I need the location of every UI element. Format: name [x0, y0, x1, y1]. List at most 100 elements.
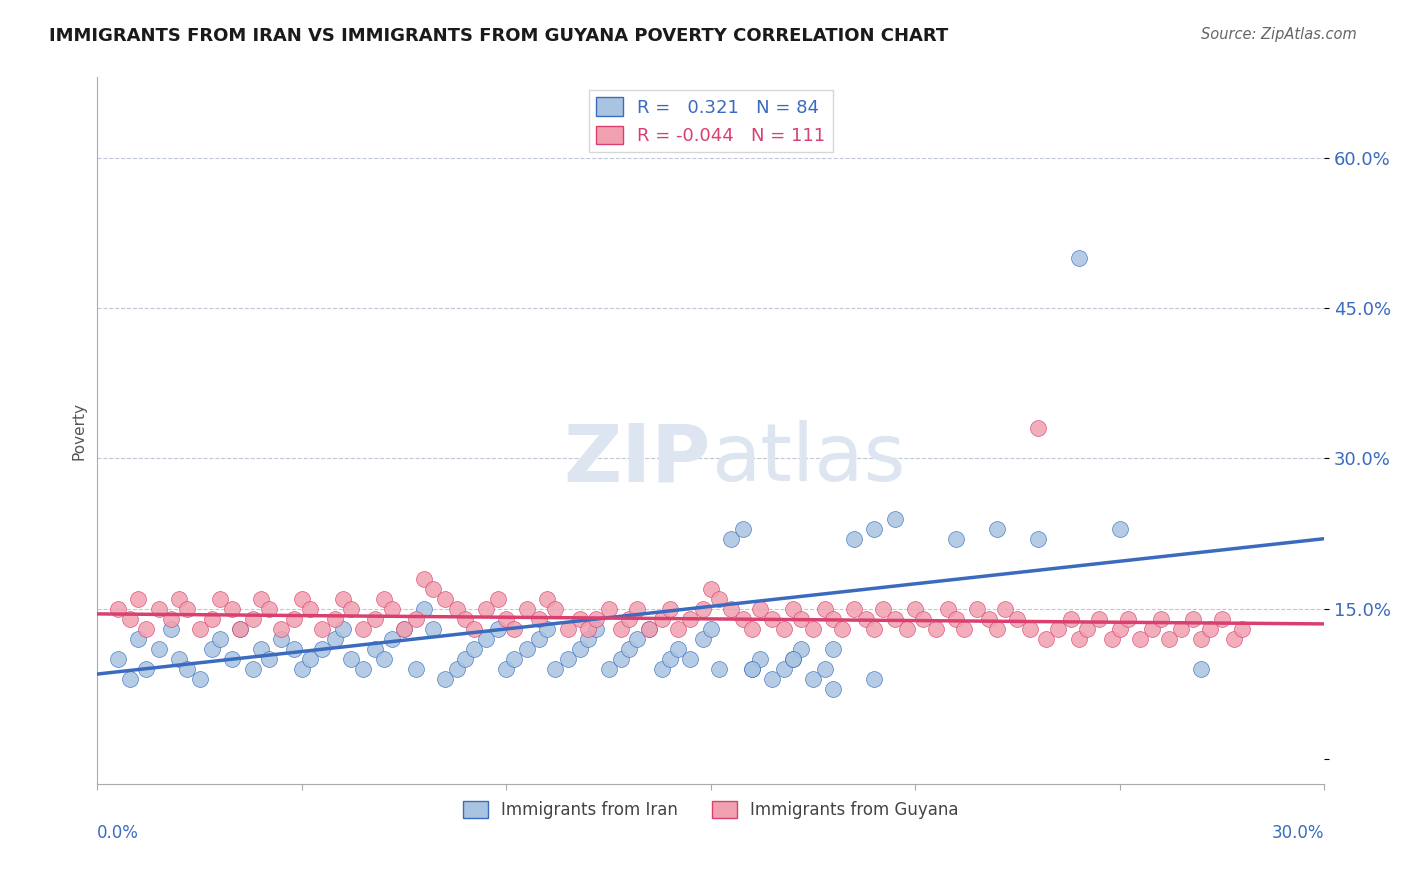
Point [953, 622, 976, 636]
Point [994, 602, 1017, 616]
Point [863, 672, 886, 686]
Point [446, 602, 468, 616]
Point [352, 622, 374, 636]
Point [1182, 612, 1205, 626]
Point [536, 622, 558, 636]
Point [638, 622, 661, 636]
Point [761, 672, 783, 686]
Point [1059, 612, 1081, 626]
Point [883, 612, 905, 626]
Point [986, 522, 1008, 536]
Point [610, 652, 633, 666]
Point [208, 632, 231, 646]
Point [120, 672, 142, 686]
Point [250, 642, 273, 657]
Point [1088, 612, 1111, 626]
Point [679, 652, 702, 666]
Point [557, 652, 579, 666]
Point [733, 522, 755, 536]
Point [896, 622, 918, 636]
Point [229, 622, 252, 636]
Point [666, 622, 689, 636]
Point [340, 602, 363, 616]
Point [352, 662, 374, 676]
Point [666, 642, 689, 657]
Point [598, 662, 620, 676]
Point [1108, 622, 1130, 636]
Point [516, 602, 538, 616]
Point [707, 591, 730, 606]
Point [160, 612, 183, 626]
Point [229, 622, 252, 636]
Point [250, 591, 273, 606]
Point [135, 622, 157, 636]
Point [167, 591, 190, 606]
Point [167, 652, 190, 666]
Point [311, 642, 333, 657]
Point [201, 612, 224, 626]
Point [413, 572, 436, 586]
Point [208, 591, 231, 606]
Point [475, 632, 498, 646]
Point [904, 602, 927, 616]
Point [1067, 632, 1090, 646]
Point [257, 602, 280, 616]
Point [544, 602, 567, 616]
Point [332, 622, 354, 636]
Point [651, 662, 673, 676]
Point [986, 622, 1008, 636]
Point [221, 652, 243, 666]
Point [692, 632, 714, 646]
Point [748, 652, 770, 666]
Point [148, 602, 170, 616]
Point [201, 642, 224, 657]
Point [801, 672, 824, 686]
Point [576, 622, 599, 636]
Point [148, 642, 170, 657]
Y-axis label: Poverty: Poverty [72, 402, 86, 460]
Point [283, 612, 305, 626]
Point [773, 662, 796, 676]
Point [1211, 612, 1233, 626]
Point [454, 652, 477, 666]
Point [495, 612, 517, 626]
Point [340, 652, 363, 666]
Point [936, 602, 959, 616]
Point [1026, 421, 1049, 435]
Point [782, 602, 804, 616]
Point [790, 612, 813, 626]
Point [617, 642, 640, 657]
Point [270, 622, 292, 636]
Point [422, 582, 444, 596]
Point [823, 612, 845, 626]
Point [405, 612, 427, 626]
Point [323, 612, 346, 626]
Point [527, 632, 550, 646]
Point [1035, 632, 1057, 646]
Point [176, 662, 198, 676]
Point [536, 591, 558, 606]
Point [733, 612, 755, 626]
Text: IMMIGRANTS FROM IRAN VS IMMIGRANTS FROM GUYANA POVERTY CORRELATION CHART: IMMIGRANTS FROM IRAN VS IMMIGRANTS FROM … [49, 27, 949, 45]
Point [823, 642, 845, 657]
Point [741, 662, 763, 676]
Point [692, 602, 714, 616]
Point [392, 622, 415, 636]
Point [188, 622, 211, 636]
Point [332, 591, 354, 606]
Point [242, 662, 264, 676]
Point [741, 662, 763, 676]
Point [422, 622, 444, 636]
Text: ZIP: ZIP [564, 420, 711, 498]
Point [1149, 612, 1171, 626]
Point [782, 652, 804, 666]
Point [1191, 632, 1213, 646]
Point [127, 591, 149, 606]
Point [127, 632, 149, 646]
Point [495, 662, 517, 676]
Point [463, 642, 485, 657]
Point [1232, 622, 1254, 636]
Point [433, 591, 456, 606]
Point [291, 591, 314, 606]
Point [598, 602, 620, 616]
